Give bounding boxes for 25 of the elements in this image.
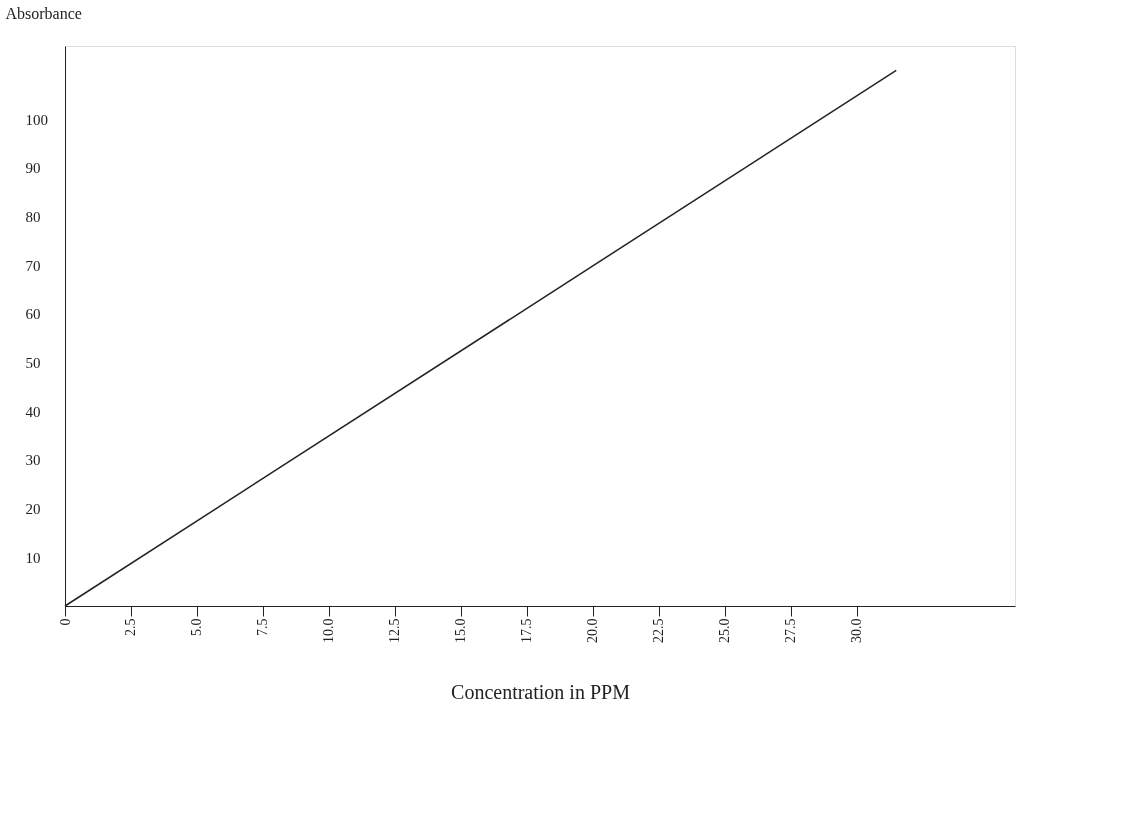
y-tick-label: 100 [25,111,48,128]
x-tick-label: 7.5 [255,618,271,636]
x-tick-label: 27.5 [783,618,799,643]
y-tick-label: 40 [25,403,41,420]
x-tick-label: 17.5 [519,618,535,643]
x-tick-label: 5.0 [189,618,205,636]
y-tick-label: 50 [25,355,41,372]
x-tick-label: 25.0 [717,618,733,643]
x-tick-label: 22.5 [651,618,667,643]
x-tick-label: 2.5 [123,618,139,636]
x-tick-label: 12.5 [387,618,403,643]
y-axis-title: Absorbance [5,4,82,22]
y-tick-label: 30 [25,452,41,469]
x-tick-label: 20.0 [585,618,601,643]
y-tick-label: 10 [25,549,41,566]
x-tick-label: 10.0 [321,618,337,643]
y-tick-label: 60 [25,306,41,323]
x-tick-label: 30.0 [849,618,865,643]
y-tick-label: 80 [25,208,41,225]
y-tick-label: 20 [25,501,41,518]
x-tick-label: 15.0 [453,618,469,643]
y-tick-label: 90 [25,160,41,177]
y-tick-label: 70 [25,257,41,274]
x-axis-title: Concentration in PPM [451,681,631,703]
x-tick-label: 0 [57,618,73,626]
